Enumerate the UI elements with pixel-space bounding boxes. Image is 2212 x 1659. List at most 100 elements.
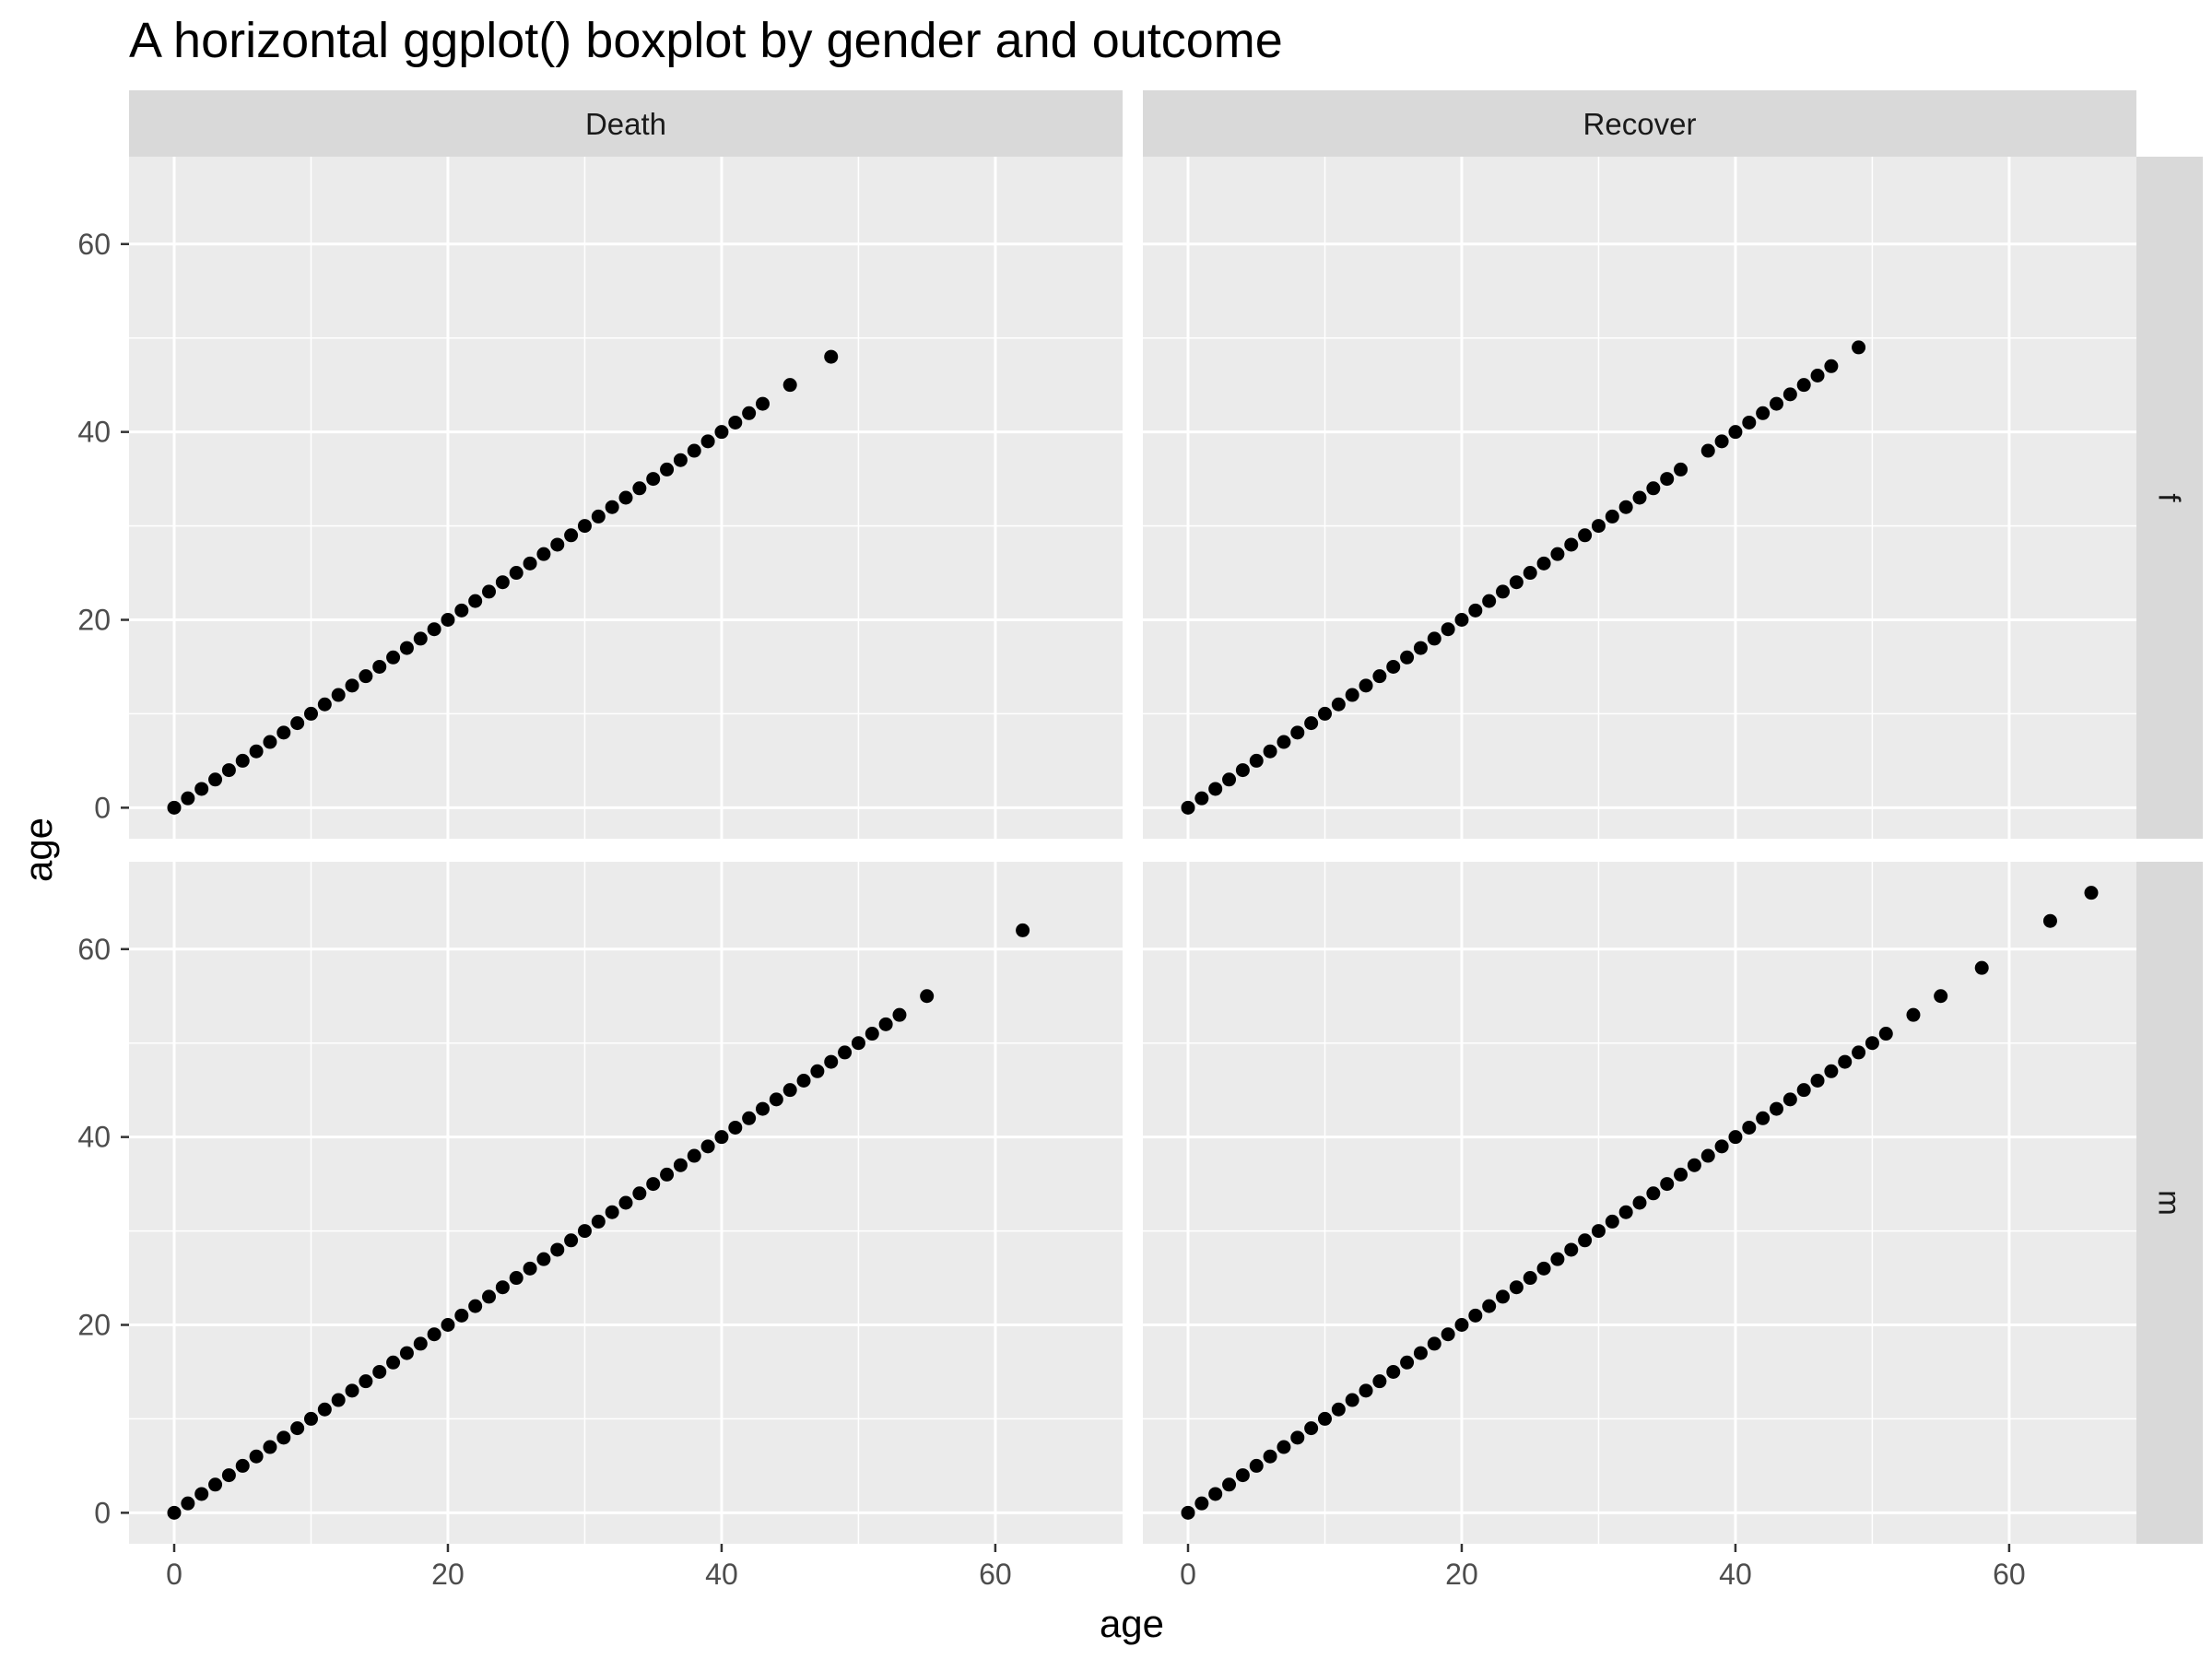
data-point [824, 349, 839, 364]
data-point [523, 1261, 537, 1276]
data-point [824, 1054, 839, 1069]
data-point [1824, 359, 1839, 373]
data-point [851, 1036, 865, 1051]
data-point [1564, 1242, 1579, 1257]
data-point [1482, 594, 1497, 608]
data-point [1700, 443, 1715, 458]
data-point [1714, 1139, 1729, 1154]
data-point [1783, 387, 1797, 402]
data-point [1796, 378, 1811, 393]
data-point [728, 1120, 743, 1135]
data-point [1317, 1411, 1332, 1426]
data-point [249, 744, 264, 759]
data-point [714, 1130, 729, 1145]
data-point [1934, 989, 1948, 1004]
data-point [1618, 500, 1633, 514]
data-point [1345, 688, 1359, 702]
data-point [1974, 960, 1989, 975]
data-point [235, 1458, 250, 1473]
data-point [1509, 1280, 1524, 1295]
data-point [1249, 1458, 1264, 1473]
data-point [1359, 678, 1373, 693]
data-point [1359, 1383, 1373, 1398]
data-point [796, 1073, 811, 1088]
y-tick-label: 0 [94, 1496, 111, 1529]
data-point [618, 1195, 633, 1210]
data-point [1605, 1214, 1619, 1229]
chart-title: A horizontal ggplot() boxplot by gender … [129, 13, 1283, 68]
data-point [1372, 1374, 1387, 1389]
data-point [208, 772, 223, 787]
data-point [413, 1336, 428, 1351]
data-point [386, 1355, 401, 1370]
data-point [920, 989, 935, 1004]
data-point [1728, 1130, 1743, 1145]
data-point [1810, 1073, 1825, 1088]
x-tick-label: 20 [1445, 1558, 1478, 1591]
data-point [591, 509, 606, 524]
strip-m [2136, 862, 2203, 1544]
data-point [523, 556, 537, 571]
data-point [345, 1383, 359, 1398]
x-tick-label: 0 [166, 1558, 182, 1591]
data-point [317, 1402, 332, 1417]
data-point [782, 1083, 797, 1098]
data-point [1454, 613, 1469, 628]
data-point [399, 641, 414, 655]
data-point [632, 1186, 647, 1201]
data-point [1304, 716, 1319, 731]
data-point [782, 378, 797, 393]
data-point [235, 753, 250, 768]
strip-label-m: m [2153, 1190, 2187, 1216]
data-point [646, 1177, 661, 1192]
y-tick-label: 40 [77, 1121, 111, 1154]
data-point [427, 1327, 441, 1342]
data-point [700, 434, 715, 449]
axes-layer: 0 20 40 60 0 20 40 60 0 20 40 60 0 20 40 60 [77, 228, 2025, 1591]
data-point [892, 1007, 907, 1022]
data-point [564, 528, 579, 543]
data-point [303, 706, 318, 721]
data-point [1290, 1430, 1305, 1445]
data-point [221, 763, 236, 778]
data-point [1756, 1111, 1771, 1125]
data-point [495, 575, 510, 590]
data-point [263, 735, 277, 749]
data-point [1523, 566, 1537, 581]
data-point [1564, 537, 1579, 552]
strip-label-recover: Recover [1583, 107, 1697, 141]
panel-death-f [129, 157, 1123, 839]
data-point [1769, 396, 1783, 411]
data-point [700, 1139, 715, 1154]
data-point [1646, 1186, 1661, 1201]
data-point [1222, 1477, 1237, 1492]
data-point [660, 462, 675, 477]
data-point [1509, 575, 1524, 590]
data-point [755, 396, 770, 411]
y-tick-label: 0 [94, 791, 111, 824]
data-point [550, 1242, 565, 1257]
data-point [495, 1280, 510, 1295]
data-point [1578, 1233, 1593, 1248]
data-point [1496, 1289, 1511, 1304]
data-point [1016, 923, 1030, 937]
data-point [1441, 1327, 1455, 1342]
data-point [441, 1318, 455, 1333]
data-point [742, 1111, 757, 1125]
data-point [454, 603, 469, 618]
data-point [1400, 1355, 1415, 1370]
data-point [1482, 1299, 1497, 1313]
data-point [577, 519, 592, 534]
data-point [1290, 725, 1305, 740]
data-point [646, 472, 661, 487]
data-point [372, 1364, 387, 1379]
data-point [1742, 1120, 1757, 1135]
data-point [728, 415, 743, 429]
data-point [1796, 1083, 1811, 1098]
data-point [1865, 1036, 1879, 1051]
y-axis-title: age [17, 818, 60, 882]
data-point [1317, 706, 1332, 721]
panels-layer [129, 157, 2136, 1544]
x-tick-label: 60 [979, 1558, 1012, 1591]
